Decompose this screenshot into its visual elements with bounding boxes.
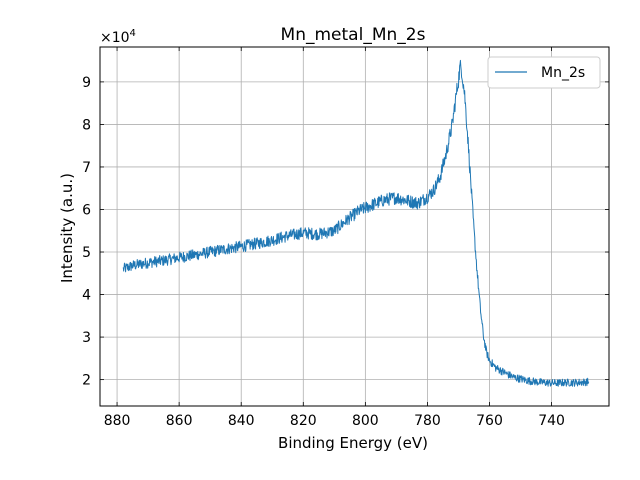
x-tick-label: 840: [228, 413, 255, 429]
y-tick-label: 2: [82, 373, 91, 389]
x-tick-label: 780: [414, 413, 441, 429]
series-line-mn-2s: [122, 59, 590, 387]
x-tick-label: 800: [352, 413, 379, 429]
y-tick-label: 9: [82, 75, 91, 91]
ticks: 880 860 840 820 800 780 760 740 2 3 4 5 6 7 8 9: [82, 47, 609, 429]
y-tick-label: 5: [82, 245, 91, 261]
x-tick-label: 880: [104, 413, 131, 429]
legend-label-mn-2s: Mn_2s: [541, 65, 585, 81]
y-multiplier-exponent: 4: [130, 28, 136, 39]
x-tick-label: 820: [290, 413, 317, 429]
plot-area-frame: [99, 46, 610, 407]
legend: Mn_2s: [487, 56, 601, 89]
y-axis-label: Intensity (a.u.): [58, 173, 76, 283]
y-tick-label: 4: [82, 288, 91, 304]
x-tick-label: 740: [538, 413, 565, 429]
x-tick-label: 760: [476, 413, 503, 429]
y-tick-label: 6: [82, 202, 91, 218]
y-multiplier-base: ×10: [100, 30, 130, 46]
series-layer: [122, 59, 590, 387]
y-tick-label: 8: [82, 117, 91, 133]
chart-title: Mn_metal_Mn_2s: [281, 25, 426, 45]
x-axis-label: Binding Energy (eV): [278, 434, 428, 452]
grid: [100, 47, 609, 406]
y-tick-label: 3: [82, 330, 91, 346]
y-axis-multiplier: ×104: [100, 28, 136, 46]
x-tick-label: 860: [166, 413, 193, 429]
y-tick-label: 7: [82, 160, 91, 176]
legend-box: [487, 56, 601, 89]
